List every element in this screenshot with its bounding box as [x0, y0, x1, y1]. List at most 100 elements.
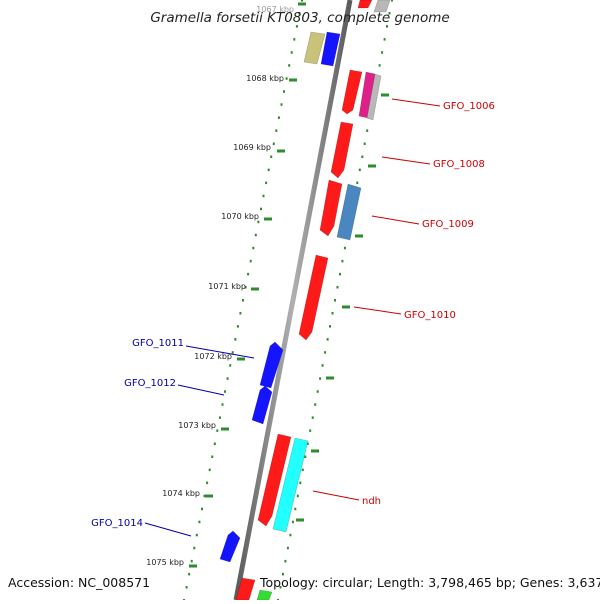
outer-track-dot	[388, 12, 391, 15]
label-gfo-1014[interactable]: GFO_1014	[91, 518, 192, 537]
inner-track-dot	[290, 51, 293, 54]
outer-track-dot	[304, 455, 307, 458]
label-gfo-1008[interactable]: GFO_1008	[381, 156, 485, 170]
gene-gfo-1009-red[interactable]	[319, 179, 343, 237]
gene-ndh[interactable]	[272, 437, 309, 533]
tick-1072: 1072 kbp	[194, 352, 245, 361]
outer-track-dot	[341, 259, 344, 263]
gene-labels: GFO_1006 GFO_1008 GFO_1009 GFO_1010 ndh …	[91, 98, 495, 537]
inner-track-dot	[249, 259, 252, 263]
label-ndh[interactable]: ndh	[312, 490, 381, 507]
tick-1075: 1075 kbp	[146, 558, 197, 568]
outer-track-dot	[383, 38, 386, 41]
outer-track-dot	[311, 416, 314, 419]
tick-1071: 1071 kbp	[208, 282, 259, 291]
tick-label: 1074 kbp	[162, 489, 200, 498]
gene-blue-top[interactable]	[320, 31, 341, 67]
outer-track-dot	[316, 390, 319, 393]
inner-track-dot	[285, 77, 288, 80]
outer-track-dot	[356, 181, 359, 185]
tick-1070: 1070 kbp	[221, 212, 272, 221]
inner-track-dot	[213, 442, 216, 445]
guide-tracks	[183, 0, 393, 602]
gene-label-gfo-1011: GFO_1011	[132, 338, 184, 349]
outer-track-dot	[334, 299, 336, 302]
inner-track-dot	[188, 572, 191, 576]
genome-summary: Topology: circular; Length: 3,798,465 bp…	[260, 575, 600, 590]
outer-track-dot	[291, 520, 294, 524]
outer-track-dot	[279, 586, 282, 589]
outer-track-dot	[391, 0, 393, 2]
gene-gfo-1009[interactable]	[336, 183, 362, 241]
inner-track-dot	[293, 38, 296, 41]
inner-track-dot	[275, 129, 278, 132]
outer-track-dot	[294, 507, 297, 511]
gene-label-ndh: ndh	[362, 496, 381, 507]
inner-track-dot	[280, 103, 283, 106]
inner-track-dot	[298, 12, 301, 15]
inner-track-dot	[244, 286, 247, 289]
outer-track-dot	[289, 533, 292, 537]
gene-gray-top[interactable]	[373, 0, 391, 13]
inner-track-dot	[224, 390, 226, 393]
gene-red-top[interactable]	[357, 0, 373, 9]
inner-track-dot	[260, 207, 262, 211]
label-gfo-1010[interactable]: GFO_1010	[353, 306, 456, 321]
gene-gfo-1008[interactable]	[330, 121, 354, 179]
gene-label-gfo-1006: GFO_1006	[443, 101, 495, 112]
inner-track-dot	[239, 312, 242, 315]
gene-gfo-1006-b[interactable]	[366, 73, 382, 121]
inner-track-dot	[226, 377, 229, 380]
gene-gfo-1012[interactable]	[251, 385, 273, 425]
outer-track-dot	[361, 155, 364, 158]
tick-label: 1067 kbp	[256, 5, 294, 14]
gene-gfo-1014[interactable]	[219, 530, 241, 563]
outer-track-dot	[309, 429, 312, 432]
inner-track-dot	[216, 429, 219, 432]
label-gfo-1011[interactable]: GFO_1011	[132, 338, 255, 359]
gene-label-gfo-1008: GFO_1008	[433, 159, 485, 170]
gene-ndh-red[interactable]	[257, 433, 292, 527]
inner-track-dot	[301, 0, 303, 2]
label-gfo-1012[interactable]: GFO_1012	[124, 378, 225, 396]
outer-track-dot	[286, 546, 289, 550]
inner-track-dot	[195, 533, 198, 537]
inner-track-dot	[234, 338, 237, 341]
inner-track-dot	[229, 364, 232, 367]
gene-green-bottom[interactable]	[256, 589, 273, 601]
inner-track-dot	[277, 116, 280, 119]
outer-track-dot	[301, 468, 304, 472]
inner-track-dot	[267, 168, 270, 172]
inner-track-dot	[252, 246, 255, 250]
inner-track-dot	[206, 481, 209, 485]
outer-track-dot	[306, 442, 309, 445]
label-gfo-1006[interactable]: GFO_1006	[391, 98, 495, 112]
outer-track-dot	[296, 494, 299, 498]
gene-gfo-1006-a[interactable]	[341, 69, 363, 115]
gene-gfo-1010[interactable]	[298, 254, 329, 341]
inner-track-dot	[254, 233, 257, 237]
outer-track-dot	[339, 272, 341, 276]
tick-label: 1068 kbp	[246, 74, 284, 83]
outer-track-dot	[319, 377, 322, 380]
inner-track-dot	[288, 64, 291, 67]
outer-track-dot	[381, 51, 384, 54]
outer-track-dot	[284, 559, 287, 563]
inner-track-dot	[211, 455, 214, 458]
inner-track-dot	[218, 416, 221, 419]
label-gfo-1009[interactable]: GFO_1009	[371, 215, 474, 230]
scale-ticks-outer	[296, 93, 389, 522]
outer-track-dot	[331, 312, 334, 315]
tick-label: 1071 kbp	[208, 282, 246, 291]
outer-track-dot	[329, 325, 331, 328]
outer-track-dot	[326, 338, 329, 341]
outer-track-dot	[366, 129, 369, 132]
inner-track-dot	[295, 25, 298, 28]
gene-olive[interactable]	[303, 31, 326, 65]
inner-track-dot	[265, 181, 268, 185]
gene-label-gfo-1009: GFO_1009	[422, 219, 474, 230]
accession-text: Accession: NC_008571	[8, 575, 151, 590]
outer-track-dot	[343, 246, 346, 250]
